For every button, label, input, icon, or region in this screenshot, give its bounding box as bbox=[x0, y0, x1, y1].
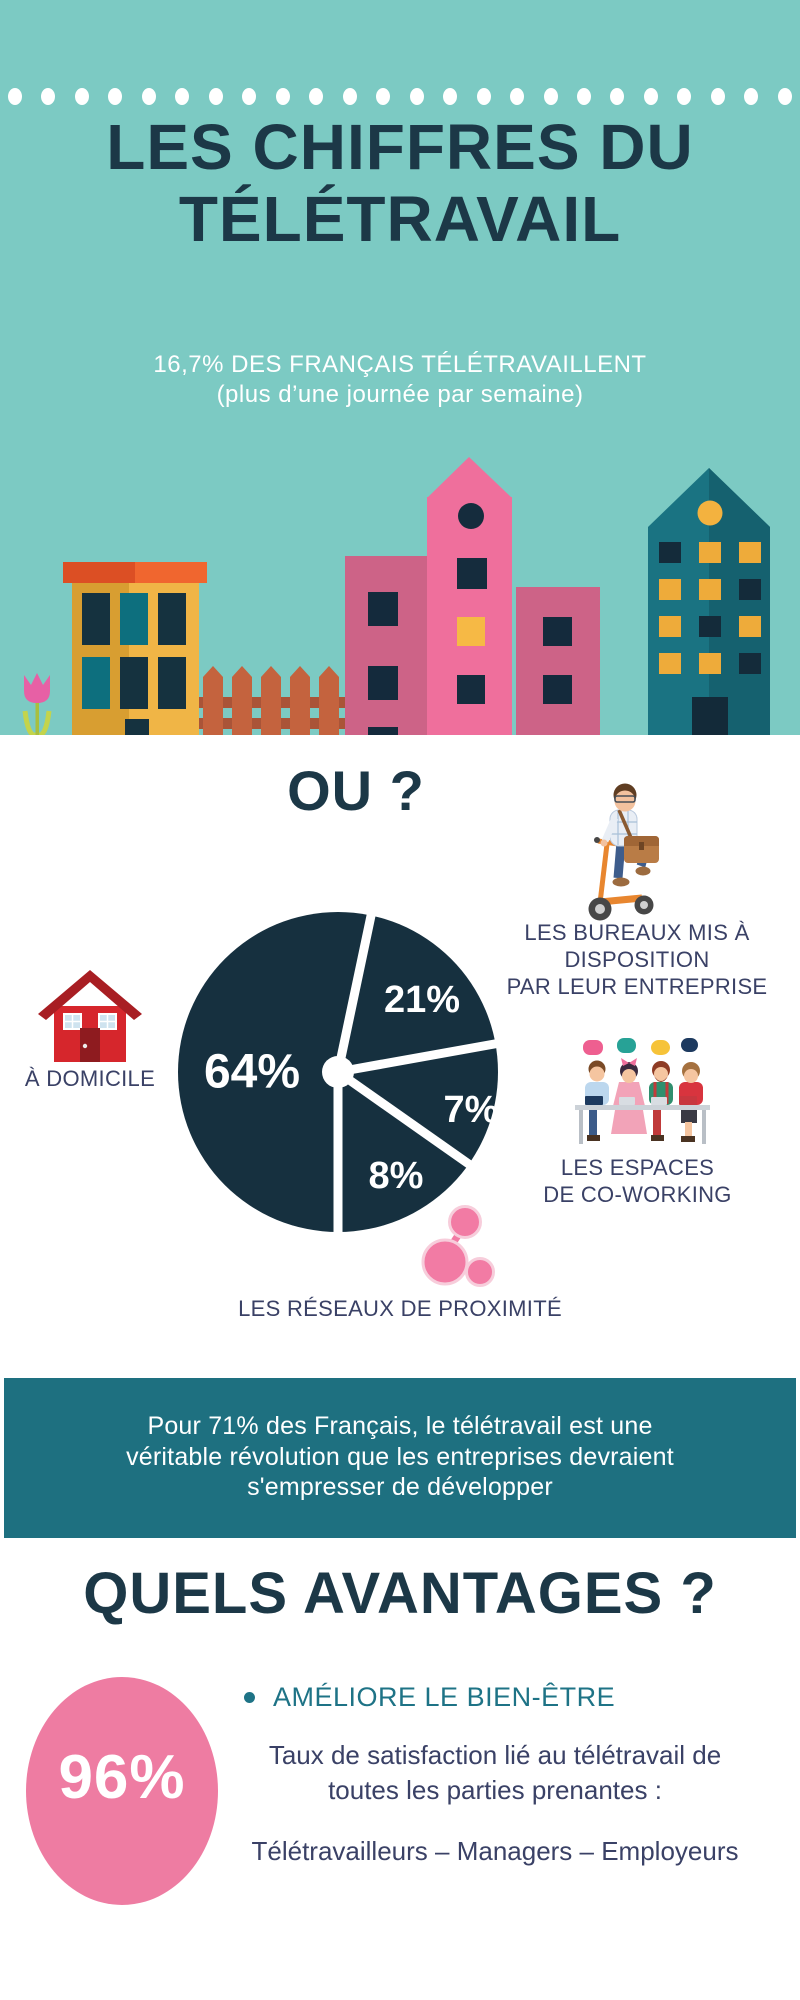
scooter-commuter-icon bbox=[588, 783, 659, 921]
parties-list: Télétravailleurs – Managers – Employeurs bbox=[251, 1836, 739, 1866]
dot bbox=[108, 88, 123, 105]
label-coworking-line1: LES ESPACES bbox=[560, 1155, 715, 1180]
where-heading: OU ? bbox=[287, 759, 425, 822]
stat-bubble: 96% bbox=[26, 1677, 218, 1905]
coworking-people-icon bbox=[575, 1038, 710, 1144]
network-molecule-icon bbox=[421, 1205, 495, 1287]
dot bbox=[510, 88, 525, 105]
hero-section: LES CHIFFRES DU TÉLÉTRAVAIL 16,7% DES FR… bbox=[0, 0, 800, 735]
dot bbox=[610, 88, 625, 105]
page-subtitle-line2: (plus d’une journée par semaine) bbox=[216, 381, 584, 408]
benefit-detail-line1: Taux de satisfaction lié au télétravail … bbox=[268, 1740, 722, 1770]
home-icon bbox=[38, 970, 142, 1062]
page-subtitle-line1: 16,7% DES FRANÇAIS TÉLÉTRAVAILLENT bbox=[153, 351, 647, 378]
dot bbox=[175, 88, 190, 105]
quote-line3: s'empresser de développer bbox=[247, 1473, 553, 1501]
dot bbox=[242, 88, 257, 105]
quote-line1: Pour 71% des Français, le télétravail es… bbox=[147, 1412, 653, 1440]
pie-value-bureaux: 21% bbox=[384, 979, 460, 1021]
dot bbox=[643, 88, 658, 105]
city-skyline-illustration bbox=[22, 457, 770, 735]
page-subtitle: 16,7% DES FRANÇAIS TÉLÉTRAVAILLENT (plus… bbox=[0, 350, 800, 410]
dot bbox=[141, 88, 156, 105]
pie-center-dot bbox=[322, 1056, 354, 1088]
dot bbox=[777, 88, 792, 105]
label-proximity: LES RÉSEAUX DE PROXIMITÉ bbox=[238, 1296, 562, 1321]
pie-chart: 64% 21% 7% 8% bbox=[178, 910, 501, 1237]
tulip-icon bbox=[22, 673, 52, 735]
label-home: À DOMICILE bbox=[24, 1066, 156, 1091]
yellow-building bbox=[63, 562, 207, 735]
dot bbox=[576, 88, 591, 105]
label-coworking-line2: DE CO-WORKING bbox=[543, 1181, 732, 1207]
dot bbox=[41, 88, 56, 105]
dots-row bbox=[0, 88, 800, 105]
benefit-bullet-line: AMÉLIORE LE BIEN-ÊTRE bbox=[244, 1682, 784, 1713]
dot bbox=[677, 88, 692, 105]
pie-value-coworking: 7% bbox=[444, 1089, 499, 1131]
dot bbox=[74, 88, 89, 105]
dot bbox=[710, 88, 725, 105]
dot bbox=[309, 88, 324, 105]
page-title-line1: LES CHIFFRES DU bbox=[106, 111, 694, 183]
pie-dividers bbox=[333, 910, 501, 1237]
dot bbox=[275, 88, 290, 105]
benefit-detail: Taux de satisfaction lié au télétravail … bbox=[225, 1738, 765, 1808]
label-office-line1: LES BUREAUX MIS À bbox=[524, 920, 750, 945]
bullet-dot-icon bbox=[244, 1692, 255, 1703]
dot bbox=[342, 88, 357, 105]
page-title-line2: TÉLÉTRAVAIL bbox=[178, 182, 622, 255]
dot bbox=[443, 88, 458, 105]
page-title: LES CHIFFRES DU TÉLÉTRAVAIL bbox=[0, 111, 800, 255]
advantages-heading: QUELS AVANTAGES ? bbox=[83, 1561, 717, 1626]
quote-line2: véritable révolution que les entreprises… bbox=[126, 1442, 674, 1471]
benefit-detail-line2: toutes les parties prenantes : bbox=[328, 1775, 662, 1806]
dot bbox=[543, 88, 558, 105]
pie-value-reseaux: 8% bbox=[369, 1155, 424, 1197]
dot bbox=[376, 88, 391, 105]
label-office-line2: DISPOSITION bbox=[564, 946, 710, 972]
dot bbox=[208, 88, 223, 105]
pink-buildings bbox=[345, 457, 600, 735]
benefit-bullet-text: AMÉLIORE LE BIEN-ÊTRE bbox=[273, 1682, 616, 1712]
label-office-line3: PAR LEUR ENTREPRISE bbox=[506, 973, 768, 999]
dot bbox=[409, 88, 424, 105]
teal-building bbox=[648, 468, 770, 735]
dot bbox=[476, 88, 491, 105]
quote-banner: Pour 71% des Français, le télétravail es… bbox=[4, 1378, 796, 1538]
label-coworking: LES ESPACES DE CO-WORKING bbox=[505, 1155, 770, 1209]
dot bbox=[744, 88, 759, 105]
fence bbox=[199, 666, 346, 735]
pie-value-domicile: 64% bbox=[204, 1046, 300, 1099]
label-office: LES BUREAUX MIS À DISPOSITION PAR LEUR E… bbox=[492, 920, 782, 1000]
stat-value: 96% bbox=[58, 1742, 186, 1812]
dot bbox=[8, 88, 22, 105]
